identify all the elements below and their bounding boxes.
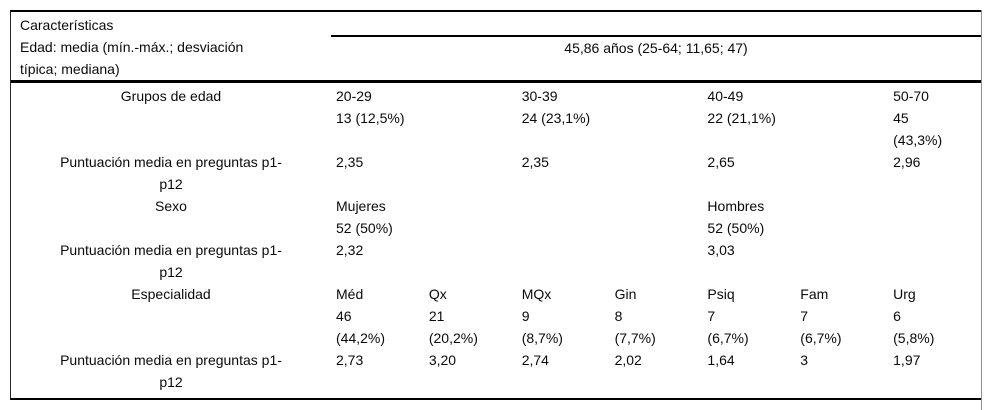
age-group-cell: 50-70 45 (43,3%) xyxy=(888,85,981,151)
age-group-cell: 40-49 22 (21,1%) xyxy=(702,85,888,151)
sex-group-cell: Mujeres 52 (50%) xyxy=(331,195,702,239)
sex-group-name: Mujeres xyxy=(336,198,386,214)
age-groups-label: Grupos de edad xyxy=(120,88,222,104)
specialty-pct: (7,7%) xyxy=(614,330,656,346)
score-label: Puntuación media en preguntas p1- p12 xyxy=(11,349,331,393)
row-specialty: Especialidad Méd 46 (44,2%) Qx 21 (20,2%… xyxy=(11,283,981,349)
header-partial-rule xyxy=(331,35,981,37)
specialty-pct: (20,2%) xyxy=(428,330,478,346)
age-count: 13 (12,5%) xyxy=(336,110,405,126)
specialty-cell: Fam 7 (6,7%) xyxy=(795,283,888,349)
specialty-cell: MQx 9 (8,7%) xyxy=(517,283,610,349)
age-range: 40-49 xyxy=(707,88,744,104)
age-range: 50-70 xyxy=(893,88,929,104)
row-score-sex: Puntuación media en preguntas p1- p12 2,… xyxy=(11,239,981,283)
score-value: 2,02 xyxy=(614,352,642,368)
specialty-count: 9 xyxy=(521,308,530,324)
age-group-cell: 20-29 13 (12,5%) xyxy=(331,85,517,151)
table-title: Características xyxy=(20,17,114,33)
sex-group-name: Hombres xyxy=(707,198,765,214)
page-right-edge-line xyxy=(981,10,982,410)
row-sex: Sexo Mujeres 52 (50%) Hombres 52 (50%) xyxy=(11,195,981,239)
specialty-count: 8 xyxy=(614,308,623,324)
score-value: 2,65 xyxy=(707,154,735,170)
specialty-name: MQx xyxy=(521,286,552,302)
specialty-count: 46 xyxy=(336,308,352,324)
specialty-pct: (44,2%) xyxy=(336,330,386,346)
age-count-line1: 45 xyxy=(893,110,909,126)
score-label: Puntuación media en preguntas p1- p12 xyxy=(11,151,331,195)
specialty-name: Fam xyxy=(800,286,829,302)
specialty-cell: Psiq 7 (6,7%) xyxy=(702,283,795,349)
sex-label: Sexo xyxy=(155,198,187,214)
specialty-count: 7 xyxy=(707,308,716,324)
age-stat-label-line1: Edad: media (mín.-máx.; desviación xyxy=(20,39,244,55)
age-count: 22 (21,1%) xyxy=(707,110,776,126)
sex-group-count: 52 (50%) xyxy=(336,220,393,236)
specialty-cell: Gin 8 (7,7%) xyxy=(610,283,703,349)
specialty-name: Psiq xyxy=(707,286,735,302)
header-spacer xyxy=(331,14,981,35)
sex-group-cell: Hombres 52 (50%) xyxy=(702,195,981,239)
table-body: Grupos de edad 20-29 13 (12,5%) 30-39 24… xyxy=(11,83,981,398)
header-label-cell: Características Edad: media (mín.-máx.; … xyxy=(11,14,331,80)
specialty-name: Urg xyxy=(893,286,916,302)
age-group-cell: 30-39 24 (23,1%) xyxy=(517,85,703,151)
specialty-cell: Urg 6 (5,8%) xyxy=(888,283,981,349)
score-label-line2: p12 xyxy=(159,176,183,192)
specialty-name: Gin xyxy=(614,286,637,302)
score-value: 2,96 xyxy=(893,154,921,170)
specialty-count: 7 xyxy=(800,308,809,324)
specialty-pct: (6,7%) xyxy=(707,330,749,346)
specialty-count: 21 xyxy=(428,308,445,324)
score-label: Puntuación media en preguntas p1- p12 xyxy=(11,239,331,283)
score-value: 2,74 xyxy=(521,352,549,368)
age-range: 20-29 xyxy=(336,88,372,104)
score-value: 3,20 xyxy=(428,352,457,368)
specialty-pct: (6,7%) xyxy=(800,330,842,346)
age-summary-value: 45,86 años (25-64; 11,65; 47) xyxy=(564,40,748,56)
specialty-name: Méd xyxy=(336,286,364,302)
score-label-line1: Puntuación media en preguntas p1- xyxy=(60,154,282,170)
score-value: 1,64 xyxy=(707,352,735,368)
score-value: 2,35 xyxy=(521,154,549,170)
row-score-age: Puntuación media en preguntas p1- p12 2,… xyxy=(11,151,981,195)
specialty-name: Qx xyxy=(428,286,447,302)
specialty-cell: Méd 46 (44,2%) xyxy=(331,283,424,349)
score-value: 2,73 xyxy=(336,352,364,368)
table-header: Características Edad: media (mín.-máx.; … xyxy=(11,12,981,83)
row-age-groups: Grupos de edad 20-29 13 (12,5%) 30-39 24… xyxy=(11,85,981,151)
age-stat-label-line2: típica; mediana) xyxy=(20,61,120,77)
specialty-pct: (5,8%) xyxy=(893,330,935,346)
score-value: 2,32 xyxy=(336,242,364,258)
score-value: 3,03 xyxy=(707,242,735,258)
score-label-line2: p12 xyxy=(159,264,183,280)
header-value-cell: 45,86 años (25-64; 11,65; 47) xyxy=(331,14,981,80)
sex-group-count: 52 (50%) xyxy=(707,220,765,236)
age-count: 24 (23,1%) xyxy=(521,110,591,126)
specialty-cell: Qx 21 (20,2%) xyxy=(424,283,517,349)
row-score-specialty: Puntuación media en preguntas p1- p12 2,… xyxy=(11,349,981,393)
score-label-line2: p12 xyxy=(159,374,183,390)
age-range: 30-39 xyxy=(521,88,558,104)
score-value: 3 xyxy=(800,352,809,368)
score-label-line1: Puntuación media en preguntas p1- xyxy=(60,242,282,258)
specialty-pct: (8,7%) xyxy=(521,330,563,346)
score-label-line1: Puntuación media en preguntas p1- xyxy=(60,352,282,368)
age-count-line2: (43,3%) xyxy=(893,132,943,148)
specialty-label: Especialidad xyxy=(131,286,211,302)
characteristics-table: Características Edad: media (mín.-máx.; … xyxy=(10,10,981,400)
specialty-count: 6 xyxy=(893,308,901,324)
score-value: 2,35 xyxy=(336,154,364,170)
score-value: 1,97 xyxy=(893,352,921,368)
